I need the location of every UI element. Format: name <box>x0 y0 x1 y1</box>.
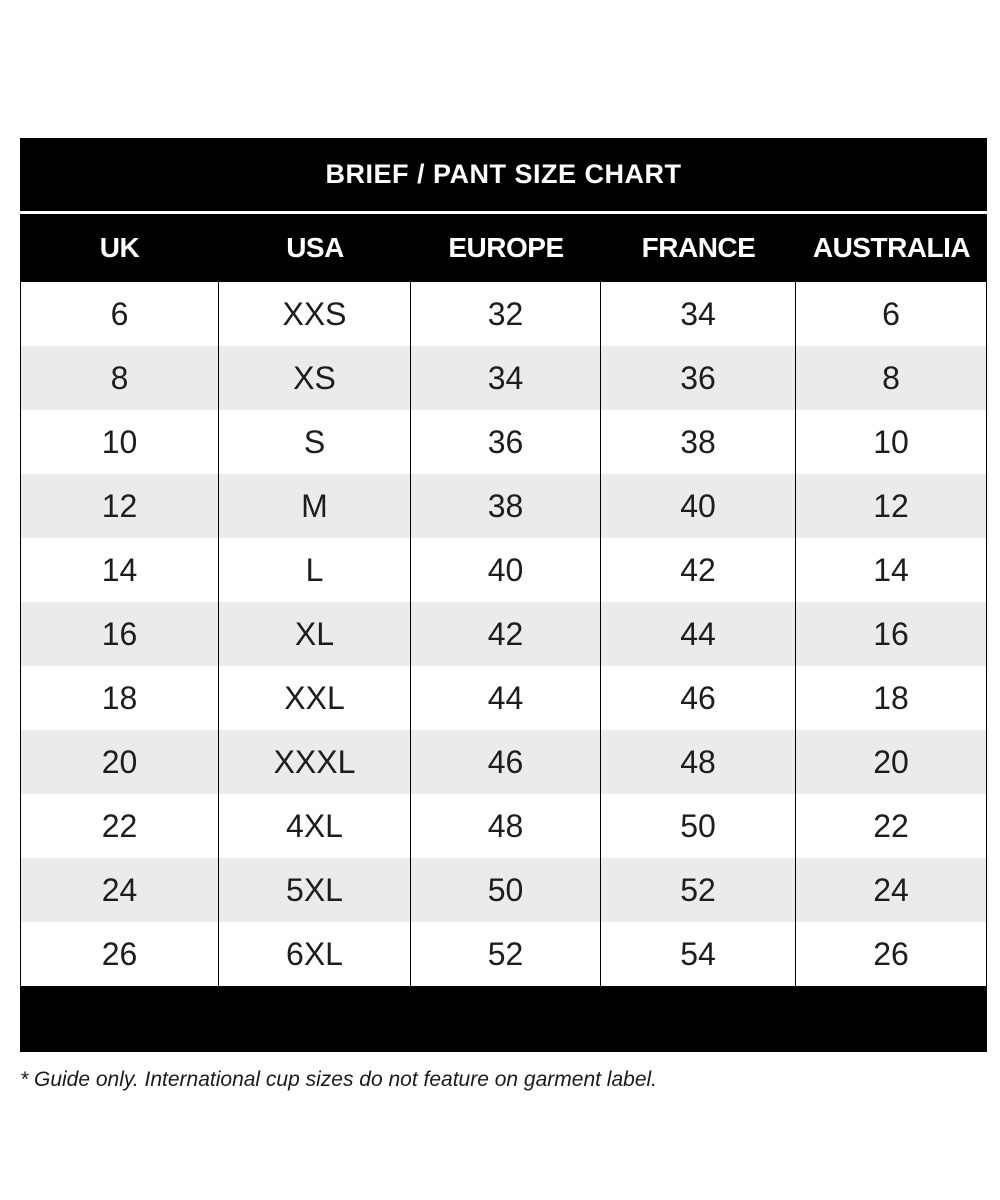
table-cell: 4XL <box>219 794 411 858</box>
table-cell: 38 <box>411 474 601 538</box>
column-header-europe: EUROPE <box>448 232 564 263</box>
table-cell: 10 <box>873 423 909 460</box>
table-row: 16 XL 42 44 16 <box>21 602 986 666</box>
size-chart: BRIEF / PANT SIZE CHART UK USA EUROPE FRANC… <box>20 138 987 1052</box>
chart-title-bar: BRIEF / PANT SIZE CHART <box>20 138 987 211</box>
table-cell: 5XL <box>219 858 411 922</box>
table-cell: 22 <box>873 807 909 844</box>
table-cell: 6XL <box>219 922 411 986</box>
table-cell: 42 <box>411 602 601 666</box>
table-cell: 26 <box>21 922 219 986</box>
table-cell: 8 <box>882 359 900 396</box>
table-cell: 44 <box>411 666 601 730</box>
table-cell: 42 <box>601 538 796 602</box>
table-cell: 10 <box>21 410 219 474</box>
table-row: 8 XS 34 36 8 <box>21 346 986 410</box>
title-divider <box>20 211 987 214</box>
table-cell: 48 <box>601 730 796 794</box>
table-row: 24 5XL 50 52 24 <box>21 858 986 922</box>
table-cell: XXL <box>219 666 411 730</box>
table-row: 6 XXS 32 34 6 <box>21 282 986 346</box>
table-cell: 6 <box>21 282 219 346</box>
table-cell: 24 <box>873 871 909 908</box>
footnote: * Guide only. International cup sizes do… <box>20 1068 658 1091</box>
table-cell: 14 <box>873 551 909 588</box>
table-cell: 52 <box>601 858 796 922</box>
table-cell: XXS <box>219 282 411 346</box>
table-row: 14 L 40 42 14 <box>21 538 986 602</box>
table-cell: 36 <box>411 410 601 474</box>
table-cell: L <box>219 538 411 602</box>
table-cell: 8 <box>21 346 219 410</box>
table-row: 20 XXXL 46 48 20 <box>21 730 986 794</box>
table-cell: 38 <box>601 410 796 474</box>
table-cell: 16 <box>873 615 909 652</box>
table-row: 26 6XL 52 54 26 <box>21 922 986 986</box>
table-cell: 44 <box>601 602 796 666</box>
column-header-uk: UK <box>99 232 140 263</box>
table-cell: XL <box>219 602 411 666</box>
table-cell: 34 <box>411 346 601 410</box>
table-cell: 14 <box>21 538 219 602</box>
table-cell: 46 <box>601 666 796 730</box>
table-cell: XXXL <box>219 730 411 794</box>
table-row: 12 M 38 40 12 <box>21 474 986 538</box>
table-cell: S <box>219 410 411 474</box>
table-body: 6 XXS 32 34 6 8 XS 34 36 8 10 S 36 38 10 12 M 38 40 12 14 L 40… <box>20 282 987 986</box>
table-cell: 50 <box>411 858 601 922</box>
table-cell: 46 <box>411 730 601 794</box>
table-cell: 52 <box>411 922 601 986</box>
table-row: 10 S 36 38 10 <box>21 410 986 474</box>
table-row: 22 4XL 48 50 22 <box>21 794 986 858</box>
column-header-france: FRANCE <box>641 232 756 263</box>
table-header-row: UK USA EUROPE FRANCE AUSTRALIA <box>20 214 987 282</box>
table-cell: 22 <box>21 794 219 858</box>
column-header-usa: USA <box>286 232 344 263</box>
column-header-australia: AUSTRALIA <box>812 232 971 263</box>
table-cell: 18 <box>21 666 219 730</box>
table-cell: 16 <box>21 602 219 666</box>
table-cell: 12 <box>873 487 909 524</box>
table-cell: 34 <box>601 282 796 346</box>
table-cell: 18 <box>873 679 909 716</box>
table-footer-bar <box>20 986 987 1052</box>
table-cell: 36 <box>601 346 796 410</box>
table-cell: 12 <box>21 474 219 538</box>
table-row: 18 XXL 44 46 18 <box>21 666 986 730</box>
table-cell: 20 <box>21 730 219 794</box>
table-cell: 6 <box>882 295 900 332</box>
table-cell: 54 <box>601 922 796 986</box>
table-cell: 24 <box>21 858 219 922</box>
table-cell: 26 <box>873 935 909 972</box>
table-cell: 40 <box>411 538 601 602</box>
table-cell: 20 <box>873 743 909 780</box>
table-cell: 50 <box>601 794 796 858</box>
table-cell: M <box>219 474 411 538</box>
table-cell: 48 <box>411 794 601 858</box>
table-cell: XS <box>219 346 411 410</box>
table-cell: 40 <box>601 474 796 538</box>
table-cell: 32 <box>411 282 601 346</box>
chart-title: BRIEF / PANT SIZE CHART <box>325 159 682 189</box>
